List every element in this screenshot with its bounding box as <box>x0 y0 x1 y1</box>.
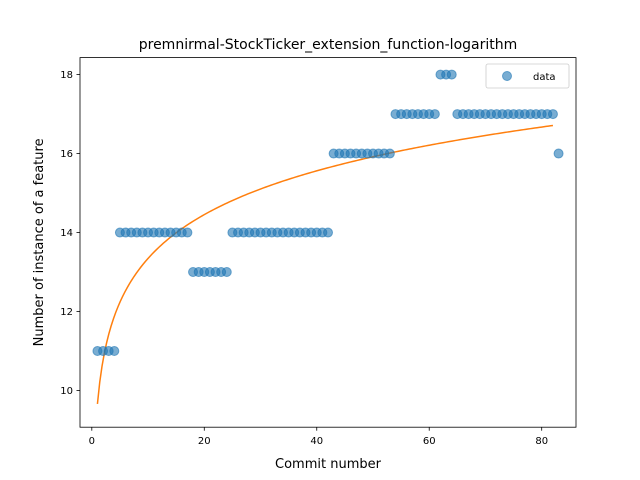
fit-line <box>96 124 554 404</box>
y-axis-label: Number of instance of a feature <box>32 138 47 346</box>
fit-layer <box>96 124 554 404</box>
x-tick-label: 60 <box>423 436 436 447</box>
x-tick-label: 80 <box>535 436 548 447</box>
data-point <box>182 227 193 238</box>
data-point <box>221 267 232 278</box>
data-point <box>384 148 395 159</box>
data-point <box>553 148 564 159</box>
y-tick-label: 12 <box>60 307 73 318</box>
x-tick-label: 40 <box>310 436 323 447</box>
data-point <box>429 109 440 120</box>
y-tick-label: 16 <box>60 149 73 160</box>
legend-box <box>485 63 570 89</box>
x-axis-label: Commit number <box>275 457 382 472</box>
plot-area <box>79 57 577 428</box>
points-layer <box>92 69 564 356</box>
data-point <box>547 109 558 120</box>
x-tick-label: 20 <box>198 436 211 447</box>
legend-marker-data <box>502 71 512 81</box>
legend-label-data: data <box>533 72 556 83</box>
plot-frame <box>79 57 577 428</box>
legend: data <box>485 63 570 89</box>
y-tick-label: 14 <box>60 228 73 239</box>
data-point <box>323 227 333 238</box>
y-tick-label: 18 <box>60 70 73 81</box>
y-axis-ticks: 10 12 14 16 18 <box>60 70 80 397</box>
x-axis-ticks: 0 20 40 60 80 <box>89 427 548 447</box>
y-tick-label: 10 <box>60 386 73 397</box>
x-tick-label: 0 <box>89 436 95 447</box>
data-point <box>446 69 457 80</box>
chart-title: premnirmal-StockTicker_extension_functio… <box>139 37 518 53</box>
data-point <box>109 345 120 356</box>
